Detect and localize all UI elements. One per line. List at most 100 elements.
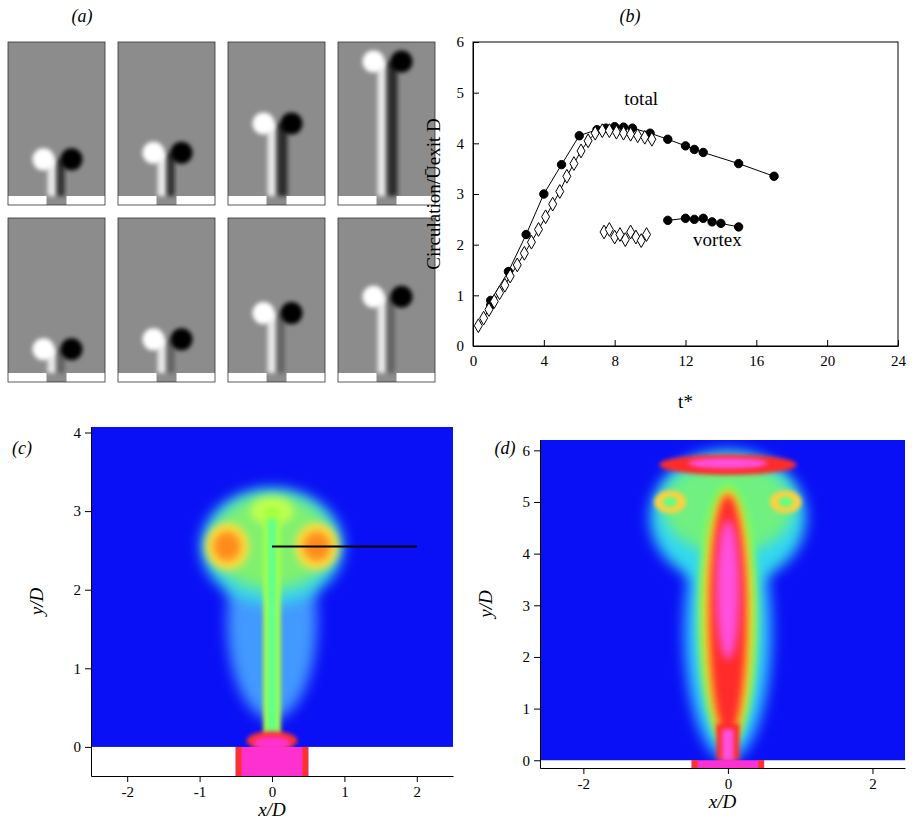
data-point [542,210,550,224]
x-axis-title: x/D [708,791,737,812]
data-point [577,144,585,158]
cut-line [272,545,417,547]
tick: 0 [725,768,733,792]
series-line [491,127,774,306]
thumb-ground [118,42,215,205]
chart-b: 048121620240123456totalvortext*Circulati… [423,34,907,412]
thumb-ground [8,218,105,382]
tick-mark [728,768,729,774]
data-point [708,218,716,226]
tick: 2 [414,776,422,800]
tick-mark [534,709,540,710]
field-blob [703,489,752,742]
data-point [556,185,564,199]
field-patch [302,747,308,776]
field-blob [654,491,686,514]
tick-label: -1 [194,784,207,800]
thumb-ground [338,42,435,205]
tick: 1 [523,701,541,717]
thumb-wall [8,196,47,205]
tick-label: 4 [74,425,82,441]
tick-mark [544,340,545,346]
x-axis: -2-1012 [92,776,454,800]
data-point [540,190,548,198]
tick-label: 4 [457,136,465,152]
y-axis-title: Circulation/Ūexit D [423,118,444,269]
tick-label: -2 [578,776,591,792]
tick-mark [85,590,91,591]
tick: 5 [457,85,480,101]
thumb-wall [118,196,157,205]
thumb-frame [118,218,215,382]
tick: 6 [523,443,541,459]
tick-mark [827,340,828,346]
data-point [501,278,509,292]
thumb-wall [397,373,436,382]
tick-label: 2 [523,649,531,665]
series-line [478,131,652,326]
field-blob [205,523,248,570]
tick-mark [615,340,616,346]
x-axis-title: t* [678,391,693,412]
thumb-vortex [391,51,413,73]
tick-mark [534,657,540,658]
thumbnail [338,42,494,205]
thumb-vortex [281,113,303,135]
tick: -1 [194,776,207,800]
panel-label: (c) [12,438,32,459]
thumb-vortex [281,302,303,324]
data-point [520,246,528,260]
thumb-stem [278,124,288,197]
data-point [717,219,725,227]
field-blob [698,484,759,747]
tick-mark [417,776,418,782]
data-point [634,129,642,143]
thumb-wall [338,373,377,382]
tick: 1 [457,288,480,304]
tick-label: 1 [74,661,82,677]
data-point [570,157,578,171]
field-patch [758,760,764,768]
tick-label: 1 [341,784,349,800]
thumb-wall [228,196,267,205]
tick: 3 [457,186,480,202]
tick-mark [344,776,345,782]
tick-mark [872,768,873,774]
thumb-stem [268,124,276,197]
tick: 2 [74,582,92,598]
field-panel: -2020123456x/Dy/D [475,440,906,812]
tick-label: 0 [523,753,531,769]
tick-label: 2 [74,582,82,598]
tick-label: 3 [523,598,531,614]
thumb-vortex [33,338,55,360]
thumb-wall [177,373,216,382]
thumb-vortex [391,286,413,308]
thumb-wall [338,196,377,205]
data-point [641,130,649,144]
thumb-ground [338,218,435,382]
tick: 1 [341,776,349,800]
tick: -2 [121,776,134,800]
axis-line [540,441,541,769]
field-area [540,440,905,768]
field-patch [692,760,698,768]
annotation: total [624,88,658,109]
tick-label: 4 [541,353,549,369]
tick-label: 0 [725,776,733,792]
data-point [699,148,707,156]
data-point [627,127,635,141]
data-point [734,159,742,167]
tick: 2 [869,768,877,792]
x-axis: 04812162024 [470,340,907,369]
thumb-vortex [33,148,55,170]
thumb-wall [287,196,326,205]
field-blob [688,458,768,468]
thumb-wall [177,196,216,205]
field-blob [779,497,793,507]
tick: 0 [523,753,541,769]
data-point [648,132,656,146]
tick: 2 [523,649,541,665]
tick: 5 [523,494,541,510]
tick: 24 [891,340,907,369]
tick-label: 4 [523,546,531,562]
